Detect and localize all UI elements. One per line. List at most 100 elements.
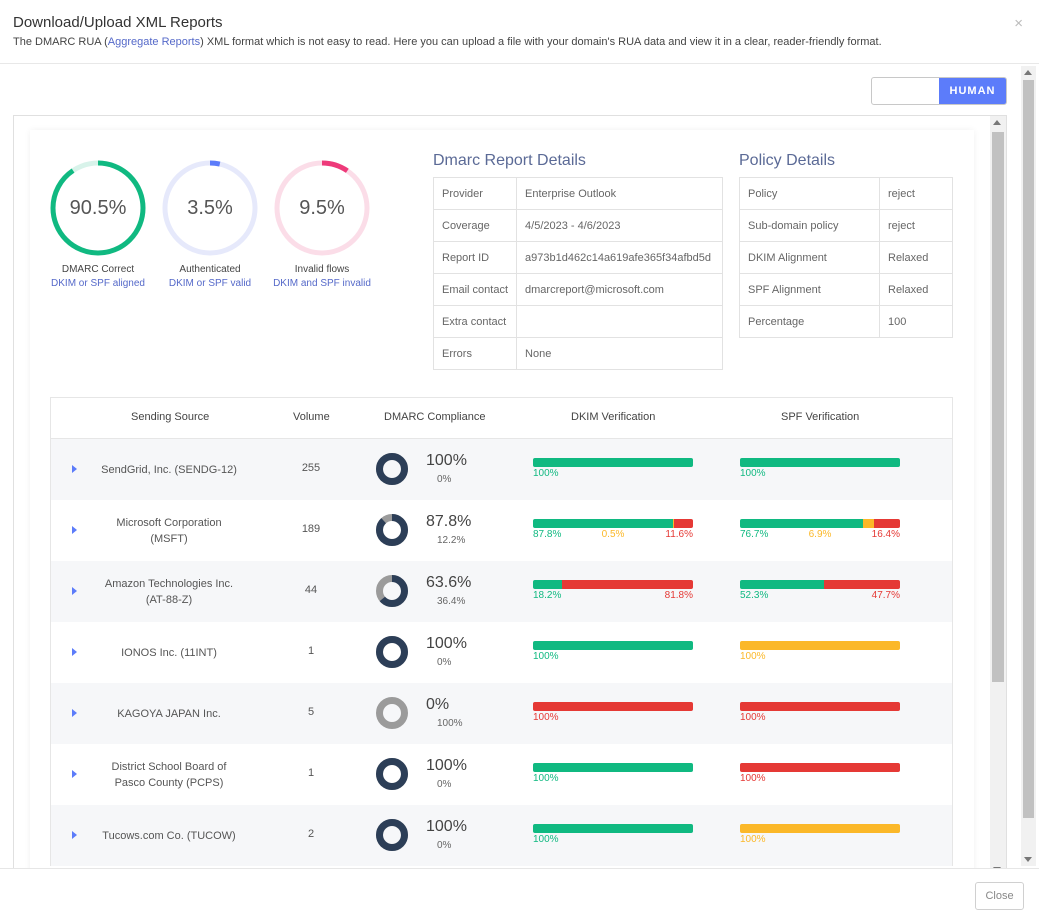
dkim-label-pass: 100% (533, 651, 559, 662)
detail-label: DKIM Alignment (739, 241, 880, 274)
table-row[interactable]: Amazon Technologies Inc. (AT-88-Z) 44 63.6… (51, 561, 952, 622)
donut-compliant-slice (376, 819, 408, 851)
scroll-up-icon[interactable] (1024, 70, 1032, 75)
compliance-donut-icon (376, 819, 408, 851)
report-details-title: Dmarc Report Details (433, 152, 586, 169)
outer-scrollbar[interactable] (1021, 66, 1036, 866)
dkim-bar (533, 519, 693, 528)
detail-value: reject (879, 177, 953, 210)
view-mode-toggle[interactable]: HUMAN (871, 77, 1007, 105)
spf-bar (740, 702, 900, 711)
spf-bar-segment-fail (740, 763, 900, 772)
dkim-labels: 18.2% 81.8% (533, 590, 693, 602)
dkim-bar (533, 702, 693, 711)
gauge-detail: DKIM or SPF aligned (51, 278, 145, 289)
detail-value: dmarcreport@microsoft.com (516, 273, 723, 306)
dkim-bar-segment-fail (562, 580, 693, 589)
noncompliance-percent: 12.2% (437, 535, 466, 546)
modal-body: HUMAN 90.5% DMARC Correct DKIM or SPF alig… (0, 64, 1039, 868)
spf-label-fail: 47.7% (871, 590, 900, 601)
detail-label: Report ID (432, 241, 518, 274)
report-card: 90.5% DMARC Correct DKIM or SPF aligned 3.5… (30, 130, 974, 868)
table-row[interactable]: District School Board of Pasco County (P… (51, 744, 952, 805)
dkim-label-pass: 100% (533, 773, 559, 784)
noncompliance-percent: 36.4% (437, 596, 466, 607)
subtitle-text-post: ) XML format which is not easy to read. … (200, 36, 882, 48)
col-dkim-verification: DKIM Verification (571, 411, 656, 423)
scroll-down-icon[interactable] (993, 867, 1001, 868)
detail-label: SPF Alignment (739, 273, 880, 306)
aggregate-reports-link[interactable]: Aggregate Reports (107, 36, 201, 48)
table-row[interactable]: Microsoft Corporation (MSFT) 189 87.8% 12.2… (51, 500, 952, 561)
scroll-up-icon[interactable] (993, 120, 1001, 125)
source-volume: 1 (307, 645, 315, 657)
gauge-ring: 3.5% (162, 160, 258, 256)
table-row: DKIM Alignment Relaxed (739, 241, 953, 274)
gauge-value: 3.5% (187, 197, 233, 219)
detail-value: 100 (879, 305, 953, 338)
dkim-label-pass: 87.8% (533, 529, 562, 540)
detail-value: 4/5/2023 - 4/6/2023 (516, 209, 723, 242)
table-row: Percentage 100 (739, 305, 953, 338)
spf-labels: 52.3% 47.7% (740, 590, 900, 602)
scroll-down-icon[interactable] (1024, 857, 1032, 862)
spf-label-fail: 16.4% (871, 529, 900, 540)
modal-header: Download/Upload XML Reports The DMARC RU… (0, 0, 1039, 64)
source-volume: 44 (304, 584, 318, 596)
spf-label-warn: 100% (740, 651, 766, 662)
spf-label-pass: 52.3% (740, 590, 769, 601)
compliance-percent: 0% (426, 696, 450, 713)
donut-compliant-slice (376, 453, 408, 485)
dkim-bar-segment-fail (533, 702, 693, 711)
table-row: Email contact dmarcreport@microsoft.com (432, 273, 723, 306)
table-row[interactable]: SendGrid, Inc. (SENDG-12) 255 100% 0% 100% 10… (51, 439, 952, 500)
expand-caret-icon[interactable] (72, 526, 77, 534)
spf-bar-segment-pass (740, 458, 900, 467)
compliance-donut-icon (376, 453, 408, 485)
detail-value: Relaxed (879, 273, 953, 306)
col-volume: Volume (293, 411, 330, 423)
spf-bar-segment-fail (823, 580, 900, 589)
table-row[interactable]: KAGOYA JAPAN Inc. 5 0% 100% 100% 100% (51, 683, 952, 744)
spf-label-warn: 6.9% (808, 529, 832, 540)
detail-value: a973b1d462c14a619afe365f34afbd5d (516, 241, 723, 274)
detail-value: reject (879, 209, 953, 242)
close-icon[interactable]: × (1014, 15, 1023, 32)
human-view-button[interactable]: HUMAN (939, 78, 1006, 104)
expand-caret-icon[interactable] (72, 648, 77, 656)
expand-caret-icon[interactable] (72, 831, 77, 839)
dkim-label-warn: 0.5% (601, 529, 625, 540)
modal-title: Download/Upload XML Reports (13, 14, 223, 31)
col-spf-verification: SPF Verification (781, 411, 860, 423)
detail-label: Coverage (432, 209, 518, 242)
donut-compliant-slice (376, 575, 408, 607)
table-row: Report ID a973b1d462c14a619afe365f34afbd5… (432, 241, 723, 274)
inner-scrollbar-thumb[interactable] (992, 132, 1004, 682)
gauge-detail: DKIM and SPF invalid (273, 278, 371, 289)
gauge-arc (162, 160, 258, 256)
table-row: SPF Alignment Relaxed (739, 273, 953, 306)
detail-label: Policy (739, 177, 880, 210)
detail-label: Email contact (432, 273, 518, 306)
table-row[interactable]: Tucows.com Co. (TUCOW) 2 100% 0% 100% 100% (51, 805, 952, 866)
expand-caret-icon[interactable] (72, 465, 77, 473)
table-row[interactable]: IONOS Inc. (11INT) 1 100% 0% 100% 100% (51, 622, 952, 683)
dkim-label-fail: 11.6% (665, 529, 693, 540)
source-name: Microsoft Corporation (MSFT) (116, 516, 222, 545)
spf-labels: 100% (740, 712, 900, 724)
gauge-caption: DMARC Correct (61, 264, 135, 275)
expand-caret-icon[interactable] (72, 770, 77, 778)
gauge-caption: Authenticated (179, 264, 241, 275)
gauge-ring: 90.5% (50, 160, 146, 256)
inner-scrollbar[interactable] (990, 116, 1006, 868)
compliance-percent: 100% (426, 757, 467, 774)
policy-details-table: Policy reject Sub-domain policy reject DKIM … (739, 177, 953, 338)
close-button[interactable]: Close (975, 882, 1024, 910)
expand-caret-icon[interactable] (72, 709, 77, 717)
donut-compliant-slice (376, 758, 408, 790)
expand-caret-icon[interactable] (72, 587, 77, 595)
outer-scrollbar-thumb[interactable] (1023, 80, 1034, 818)
source-name: KAGOYA JAPAN Inc. (117, 707, 221, 720)
subtitle-text-pre: The DMARC RUA ( (13, 36, 108, 48)
detail-label: Percentage (739, 305, 880, 338)
